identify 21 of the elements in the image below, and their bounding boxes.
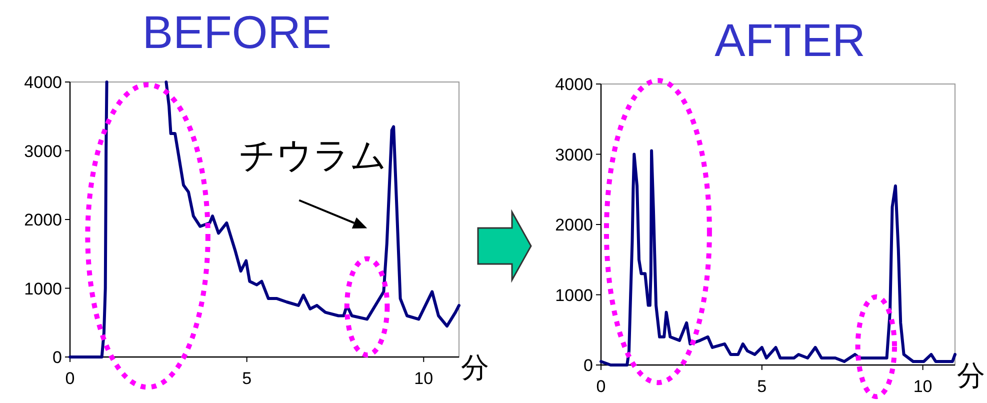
y-tick-label: 2000 bbox=[24, 210, 62, 230]
y-tick-label: 4000 bbox=[555, 75, 593, 94]
y-tick-label: 3000 bbox=[24, 142, 62, 161]
y-tick-label: 0 bbox=[584, 356, 593, 375]
y-tick-label: 1000 bbox=[555, 286, 593, 305]
x-tick-label: 10 bbox=[414, 369, 434, 388]
chart-title: AFTER bbox=[714, 14, 866, 66]
x-tick-label: 5 bbox=[757, 377, 767, 396]
y-tick-label: 4000 bbox=[24, 73, 62, 92]
x-axis-title: 分 bbox=[461, 352, 489, 383]
x-axis-title: 分 bbox=[957, 360, 985, 391]
x-tick-label: 0 bbox=[65, 369, 75, 388]
y-tick-label: 2000 bbox=[555, 216, 593, 234]
y-tick-label: 1000 bbox=[24, 279, 62, 298]
x-tick-label: 0 bbox=[596, 377, 606, 396]
x-tick-label: 5 bbox=[242, 369, 252, 388]
y-tick-label: 3000 bbox=[555, 145, 593, 164]
chart-title: BEFORE bbox=[142, 6, 332, 58]
y-tick-label: 0 bbox=[52, 348, 62, 367]
x-tick-label: 10 bbox=[913, 377, 932, 396]
annotation: チウラム bbox=[239, 134, 388, 176]
